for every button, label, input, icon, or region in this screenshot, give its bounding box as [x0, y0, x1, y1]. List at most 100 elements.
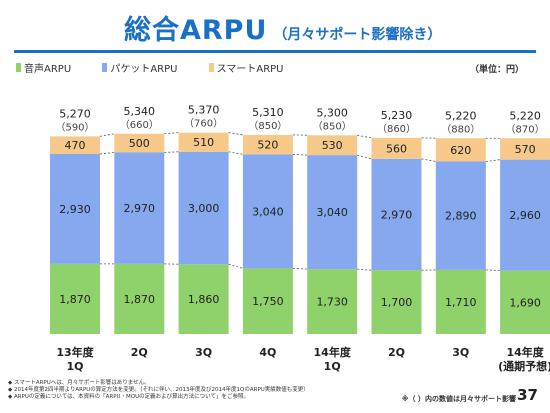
bar-smart-3 — [242, 134, 293, 155]
connector-voice-6 — [485, 269, 501, 272]
value-label-packet-0: 2,930 — [59, 203, 91, 216]
bar-packet-6 — [435, 161, 486, 270]
x-tick-label-2: 3Q — [195, 346, 213, 359]
connector-smart-0 — [99, 133, 115, 137]
total-label-5: 5,230 — [381, 109, 413, 122]
sub-total-label-2: （760） — [184, 118, 223, 130]
sub-total-label-1: （660） — [120, 119, 159, 131]
footnotes: ◆ スマートARPUへは、月々サポート影響はありません。 ◆ 2014年度第2四… — [8, 380, 309, 401]
value-label-smart-0: 470 — [65, 139, 86, 152]
bar-packet-2 — [178, 151, 229, 265]
connector-packet-6 — [485, 159, 501, 162]
value-label-voice-5: 1,700 — [381, 296, 413, 309]
value-label-voice-0: 1,870 — [59, 293, 91, 306]
value-label-packet-6: 2,890 — [445, 210, 477, 223]
connector-packet-3 — [292, 153, 308, 156]
bar-voice-0 — [50, 263, 100, 334]
title-block: 総合ARPU （月々サポート影響除き） — [124, 8, 454, 54]
connector-voice-3 — [292, 267, 308, 270]
page-subtitle: （月々サポート影響除き） — [273, 27, 442, 43]
bar-smart-5 — [371, 137, 422, 159]
chart-legend: 音声ARPU パケットARPU スマートARPU — [16, 60, 312, 76]
legend-voice: 音声ARPU — [16, 60, 71, 75]
connector-packet-4 — [357, 154, 372, 160]
bar-smart-7 — [500, 138, 550, 160]
value-label-packet-3: 3,040 — [252, 205, 284, 218]
value-label-voice-7: 1,690 — [509, 296, 541, 309]
total-label-3: 5,310 — [252, 106, 284, 119]
value-label-voice-3: 1,750 — [252, 295, 284, 308]
sub-total-label-3: （850） — [248, 120, 287, 132]
bar-packet-0 — [50, 154, 100, 264]
sub-total-label-5: （860） — [377, 123, 416, 135]
value-label-packet-7: 2,960 — [509, 209, 541, 222]
value-label-packet-1: 2,970 — [124, 202, 156, 215]
bar-voice-4 — [307, 269, 358, 334]
footnote-1: ◆ スマートARPUへは、月々サポート影響はありません。 — [8, 380, 150, 386]
connector-smart-4 — [357, 134, 372, 139]
value-label-voice-6: 1,710 — [445, 296, 477, 309]
x-tick-label-0: 13年度 1Q — [56, 346, 94, 373]
title-rule — [14, 50, 536, 53]
value-label-smart-7: 570 — [515, 143, 536, 156]
bar-voice-7 — [500, 270, 550, 334]
legend-smart-swatch — [208, 63, 214, 72]
total-label-6: 5,220 — [445, 109, 477, 122]
bar-smart-1 — [114, 133, 165, 153]
footnote-2: ◆ 2014年度第2四半期よりARPUの算定方法を変更。（それに伴い、2013年… — [8, 387, 309, 393]
value-label-voice-2: 1,860 — [188, 293, 220, 306]
value-label-smart-5: 560 — [386, 142, 407, 155]
sub-total-label-0: （590） — [55, 121, 94, 133]
total-label-4: 5,300 — [316, 106, 348, 119]
bar-smart-2 — [178, 132, 229, 152]
legend-packet-label: パケットARPU — [110, 64, 178, 75]
x-tick-label-4: 14年度 1Q — [313, 346, 351, 373]
bar-packet-5 — [371, 158, 422, 271]
total-label-1: 5,340 — [124, 105, 156, 118]
page-number: 37 — [517, 386, 538, 404]
bar-voice-6 — [435, 269, 486, 334]
legend-packet-swatch — [102, 63, 108, 72]
bar-voice-3 — [242, 268, 293, 334]
legend-packet: パケットARPU — [102, 60, 177, 75]
footnote-3: ◆ ARPUの定義については、本資料の「ARPU・MOUの定義および算出方法につ… — [8, 394, 249, 400]
unit-label: （単位：円） — [469, 65, 524, 75]
connector-voice-2 — [228, 263, 244, 269]
parenthesis-note: ※（ ）内の数値は月々サポート影響 — [401, 395, 516, 403]
value-label-packet-4: 3,040 — [316, 206, 348, 219]
bar-packet-7 — [500, 159, 550, 271]
bar-smart-6 — [435, 138, 486, 162]
x-tick-label-7: 14年度 (通期予想) — [498, 346, 550, 373]
total-label-7: 5,220 — [509, 109, 541, 122]
sub-total-label-4: （850） — [313, 120, 352, 132]
connector-packet-1 — [164, 151, 179, 153]
x-tick-label-6: 3Q — [452, 346, 470, 359]
value-label-smart-2: 510 — [193, 136, 214, 149]
legend-voice-label: 音声ARPU — [24, 64, 72, 75]
connector-smart-2 — [228, 132, 243, 136]
value-label-smart-6: 620 — [450, 144, 471, 157]
bar-packet-1 — [114, 152, 165, 264]
value-label-smart-1: 500 — [129, 137, 150, 150]
bar-smart-4 — [307, 135, 358, 156]
connector-smart-1 — [164, 132, 179, 135]
value-label-voice-1: 1,870 — [124, 293, 156, 306]
total-label-2: 5,370 — [188, 104, 220, 117]
legend-smart: スマートARPU — [208, 60, 284, 75]
bar-smart-0 — [50, 136, 100, 154]
bar-voice-1 — [114, 263, 165, 334]
sub-total-label-7: （870） — [506, 123, 545, 135]
total-label-0: 5,270 — [59, 107, 91, 120]
bar-packet-3 — [242, 154, 293, 269]
connector-packet-5 — [421, 158, 436, 162]
connector-packet-0 — [99, 152, 115, 155]
x-tick-label-3: 4Q — [259, 346, 277, 359]
arpu-chart: 1,870 2,930 470 5,270（590） 1,870 2,970 500 5,34… — [50, 104, 550, 334]
value-label-voice-4: 1,730 — [316, 296, 348, 309]
bar-voice-5 — [371, 270, 422, 334]
bar-voice-2 — [178, 264, 229, 334]
legend-voice-swatch — [16, 63, 21, 72]
value-label-smart-3: 520 — [257, 139, 278, 152]
page-title: 総合ARPU — [124, 15, 268, 46]
legend-smart-label: スマートARPU — [216, 64, 284, 75]
